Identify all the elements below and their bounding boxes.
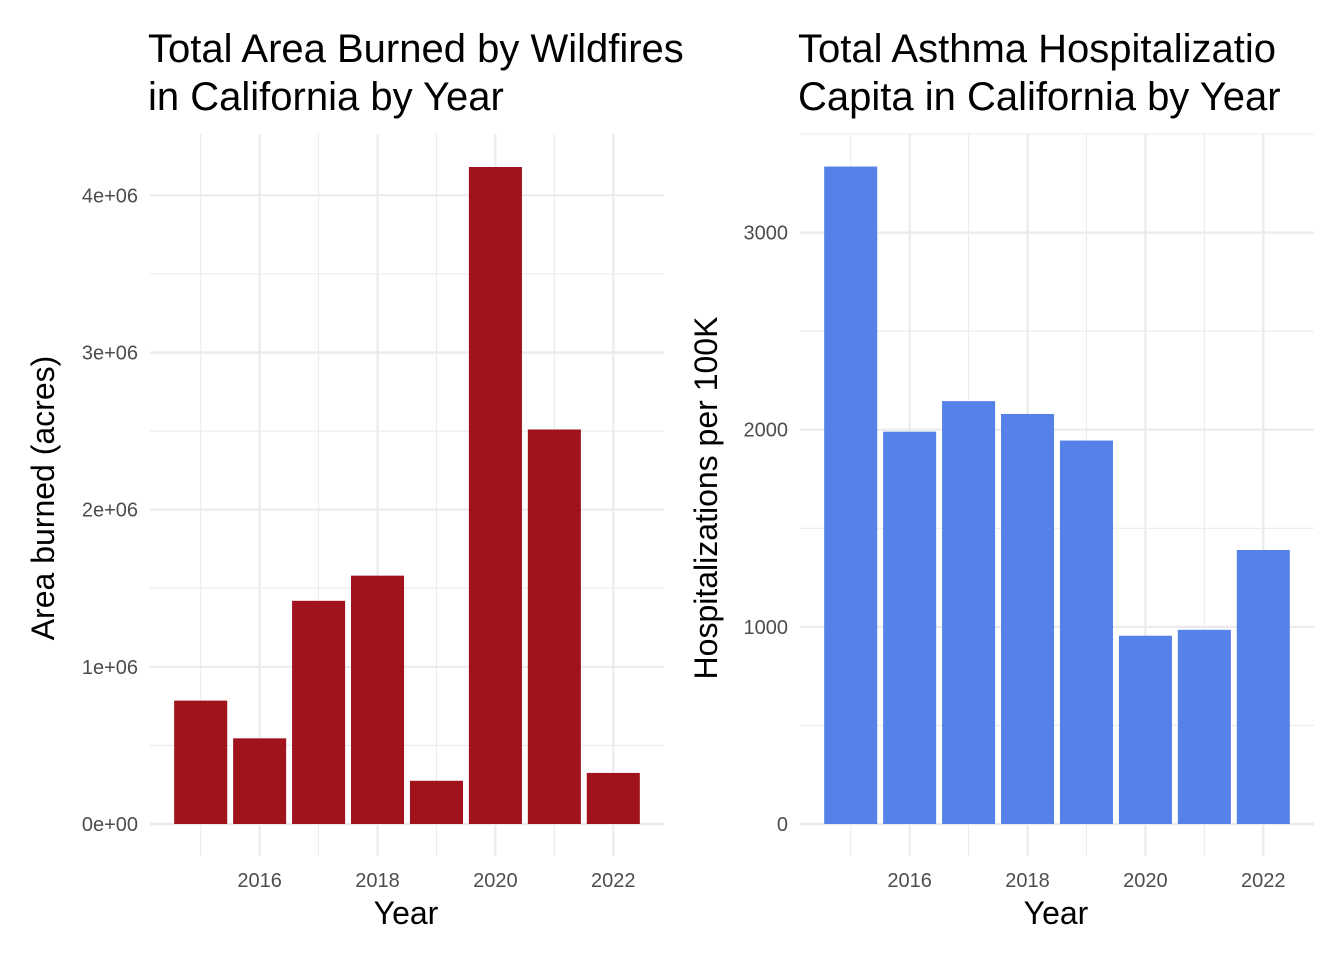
wildfire-bars (174, 167, 640, 824)
asthma-x-axis-title: Year (1024, 895, 1089, 931)
asthma-x-tick-label: 2022 (1241, 870, 1286, 892)
asthma-x-tick-label: 2016 (887, 870, 932, 892)
wildfire-y-tick-label: 3e+06 (82, 342, 138, 364)
wildfire-bar-2019 (409, 780, 463, 824)
asthma-bar-2017 (942, 401, 996, 824)
asthma-y-tick-label: 1000 (744, 617, 789, 639)
panel-wildfire: Total Area Burned by Wildfires in Califo… (25, 27, 684, 931)
wildfire-y-tick-label: 4e+06 (82, 185, 138, 207)
asthma-title-line1: Total Asthma Hospitalizatio (798, 27, 1276, 71)
wildfire-bar-2020 (468, 167, 522, 824)
wildfire-y-tick-label: 2e+06 (82, 500, 138, 522)
asthma-bar-2020 (1118, 635, 1172, 824)
asthma-y-tick-label: 2000 (744, 420, 789, 442)
wildfire-x-axis-title: Year (374, 895, 439, 931)
wildfire-y-axis-title: Area burned (acres) (25, 356, 61, 641)
wildfire-bar-2018 (351, 575, 405, 824)
asthma-y-axis-title: Hospitalizations per 100K (688, 317, 724, 680)
wildfire-bar-2016 (233, 738, 287, 824)
wildfire-x-tick-label: 2020 (473, 870, 518, 892)
wildfire-bar-2017 (292, 600, 346, 824)
asthma-x-tick-label: 2020 (1123, 870, 1168, 892)
asthma-y-tick-label: 0 (777, 814, 788, 836)
wildfire-title-line2: in California by Year (148, 75, 504, 119)
wildfire-x-tick-label: 2018 (355, 870, 400, 892)
wildfire-x-ticks: 2016 2018 2020 2022 (237, 870, 635, 892)
asthma-title-line2: Capita in California by Year (798, 75, 1281, 119)
asthma-y-ticks: 0 1000 2000 3000 (744, 223, 789, 836)
asthma-bars (824, 166, 1290, 824)
wildfire-bar-2021 (527, 429, 581, 824)
asthma-bar-2015 (824, 166, 878, 824)
panel-asthma: Total Asthma Hospitalizatio Capita in Ca… (688, 27, 1314, 931)
wildfire-bar-2022 (586, 772, 640, 824)
asthma-bar-2018 (1001, 413, 1055, 824)
wildfire-y-tick-label: 0e+00 (82, 814, 138, 836)
wildfire-x-tick-label: 2022 (591, 870, 636, 892)
asthma-x-ticks: 2016 2018 2020 2022 (887, 870, 1285, 892)
wildfire-x-tick-label: 2016 (237, 870, 282, 892)
asthma-bar-2016 (883, 431, 937, 824)
wildfire-title-line1: Total Area Burned by Wildfires (148, 27, 684, 71)
wildfire-bar-2015 (174, 700, 228, 824)
asthma-x-tick-label: 2018 (1005, 870, 1050, 892)
asthma-y-tick-label: 3000 (744, 223, 789, 245)
wildfire-y-ticks: 0e+00 1e+06 2e+06 3e+06 4e+06 (82, 185, 138, 836)
asthma-bar-2022 (1236, 549, 1290, 824)
wildfire-y-tick-label: 1e+06 (82, 657, 138, 679)
asthma-bar-2021 (1177, 629, 1231, 824)
asthma-bar-2019 (1059, 440, 1113, 824)
